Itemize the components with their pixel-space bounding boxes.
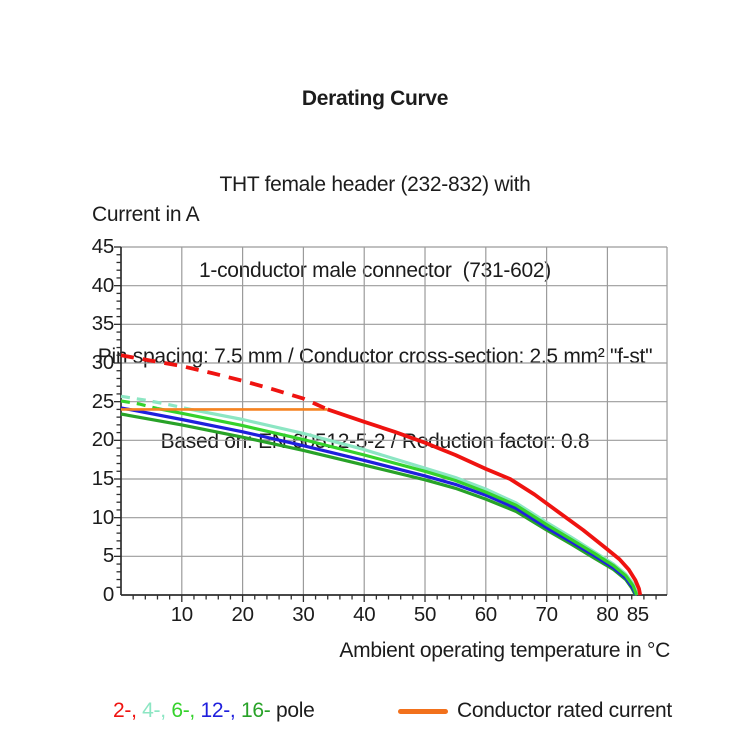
curve-4-pole-dashed [120, 394, 192, 411]
curve-2-pole [327, 407, 643, 596]
curve-12-pole [120, 406, 638, 596]
pole-legend: 2-, 4-, 6-, 12-, 16- pole [113, 699, 315, 723]
curve-6-pole-dashed [120, 399, 158, 411]
chart-subtitle-connector: 1-conductor male connector (731-602) [199, 258, 551, 282]
y-tick-label: 35 [91, 312, 115, 336]
curve-2-pole-dashed [120, 353, 329, 412]
legend-row: 2-, 4-, 6-, 12-, 16- pole Conductor rate… [0, 699, 750, 729]
rated-current-label: Conductor rated current [457, 699, 672, 722]
x-tick-label: 70 [535, 603, 559, 626]
x-tick-label: 40 [353, 603, 376, 626]
y-tick-label: 45 [91, 235, 115, 258]
x-tick-label: 30 [292, 603, 315, 626]
y-tick-label: 0 [102, 583, 114, 606]
x-tick-label: 20 [231, 603, 254, 626]
y-tick-label: 30 [91, 351, 115, 374]
y-tick-label: 25 [91, 389, 115, 413]
y-tick-label: 20 [91, 428, 115, 452]
pole-legend-suffix: pole [270, 699, 315, 722]
x-tick-label: 50 [413, 603, 437, 626]
pole-legend-item: 2-, [113, 699, 143, 722]
x-tick-label: 10 [170, 603, 194, 626]
curve-6-pole [157, 407, 639, 596]
pole-legend-items: 2-, 4-, 6-, 12-, 16- [113, 699, 271, 722]
x-axis-title: Ambient operating temperature in °C [339, 639, 670, 662]
pole-legend-item: 6-, [171, 699, 201, 722]
y-tick-label: 15 [91, 467, 115, 490]
curve-16-pole [120, 412, 637, 596]
chart-subtitle-product: THT female header (232-832) with [219, 172, 531, 196]
chart-subtitle-spec: Pin spacing: 7.5 mm / Conductor cross-se… [97, 344, 653, 368]
pole-legend-item: 16- [241, 699, 271, 722]
x-tick-label: 60 [474, 603, 498, 626]
x-tick-label: 80 [596, 603, 619, 626]
chart-title: Derating Curve [301, 87, 449, 111]
x-tick-label: 85 [626, 603, 650, 626]
y-tick-label: 40 [91, 273, 115, 297]
y-tick-label: 5 [102, 544, 114, 568]
rated-current-swatch [398, 709, 448, 714]
pole-legend-item: 12-, [200, 699, 241, 722]
pole-legend-item: 4-, [142, 699, 172, 722]
y-tick-label: 10 [91, 505, 115, 529]
y-axis-title: Current in A [92, 203, 200, 226]
